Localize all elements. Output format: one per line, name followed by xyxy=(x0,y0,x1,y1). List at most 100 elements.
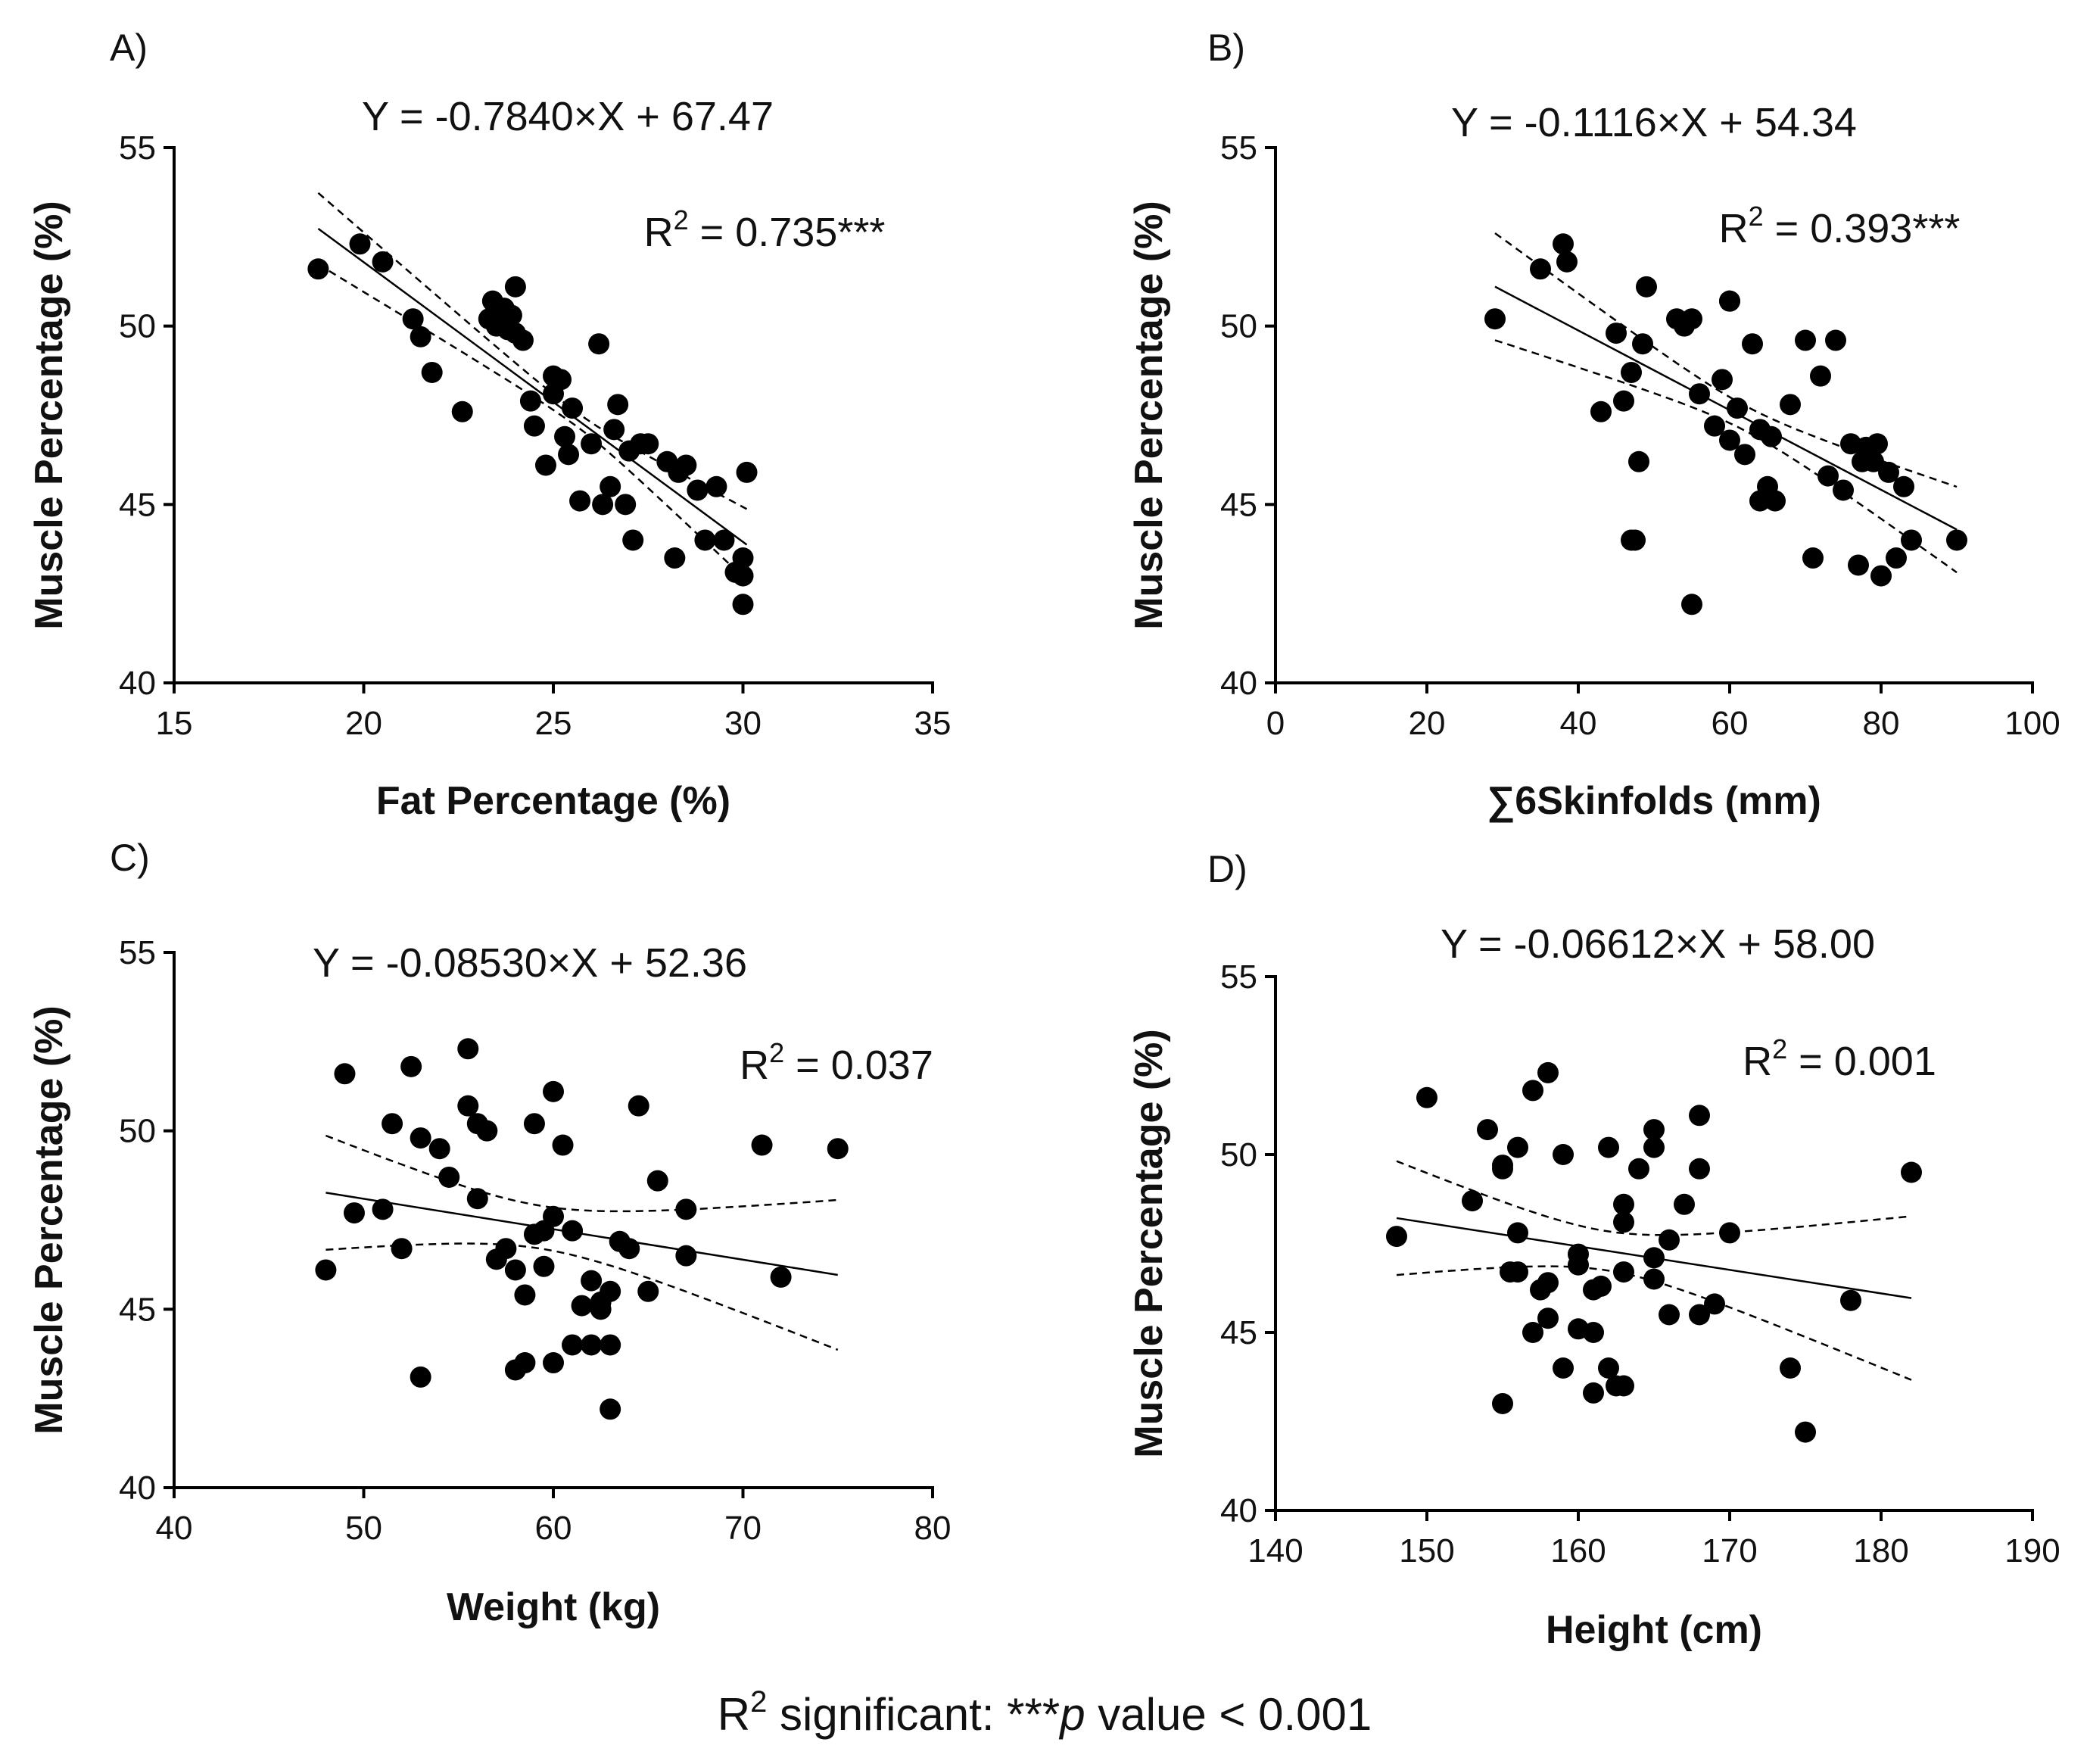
data-point xyxy=(1530,258,1551,280)
data-point xyxy=(732,547,754,569)
regression-equation: Y = -0.08530×X + 52.36 xyxy=(313,940,747,986)
data-point xyxy=(1893,475,1914,497)
confidence-band-lower xyxy=(325,1242,839,1351)
data-point xyxy=(457,1095,479,1117)
data-point xyxy=(637,433,659,455)
data-point xyxy=(402,308,424,330)
data-point xyxy=(1761,425,1782,447)
data-point xyxy=(1901,1161,1922,1183)
data-point xyxy=(1613,1211,1634,1233)
data-point xyxy=(1590,400,1612,422)
x-tick-label: 30 xyxy=(724,705,762,742)
y-tick-label: 50 xyxy=(119,1113,156,1150)
y-tick-label: 40 xyxy=(119,1469,156,1507)
data-point xyxy=(664,547,686,569)
data-point xyxy=(1704,1293,1725,1315)
y-tick-label: 40 xyxy=(1220,665,1257,702)
x-tick-label: 35 xyxy=(914,705,952,742)
data-point xyxy=(1500,1261,1521,1283)
y-tick-label: 40 xyxy=(119,665,156,702)
data-point xyxy=(372,251,394,273)
data-point xyxy=(1507,1222,1528,1244)
data-point xyxy=(1553,233,1574,255)
data-point xyxy=(478,308,500,330)
x-axis-label: Height (cm) xyxy=(1546,1608,1762,1652)
data-point xyxy=(1537,1061,1559,1083)
data-point xyxy=(315,1259,337,1281)
data-point xyxy=(1802,547,1824,569)
x-axis-label: Weight (kg) xyxy=(447,1585,660,1629)
y-tick-label: 40 xyxy=(1220,1492,1257,1529)
data-point xyxy=(607,394,629,416)
x-tick-label: 60 xyxy=(535,1510,572,1547)
data-point xyxy=(1833,479,1854,501)
y-tick-label: 45 xyxy=(1220,486,1257,523)
data-point xyxy=(1606,323,1627,344)
data-point xyxy=(1522,1080,1543,1102)
data-point xyxy=(428,1138,450,1160)
data-point xyxy=(751,1134,773,1156)
panel-label: C) xyxy=(110,837,150,879)
data-point xyxy=(1386,1226,1407,1248)
data-point xyxy=(1719,290,1740,312)
x-tick-label: 0 xyxy=(1266,705,1285,742)
data-point xyxy=(687,479,709,501)
data-point xyxy=(1689,1158,1710,1180)
regression-equation: Y = -0.1116×X + 54.34 xyxy=(1451,100,1857,145)
data-point xyxy=(1681,594,1702,616)
x-tick-label: 40 xyxy=(156,1510,193,1547)
data-point xyxy=(1659,1229,1680,1251)
r-squared-label: R2 = 0.037 xyxy=(740,1037,933,1088)
scatter-panel-2: B) Y = -0.1116×X + 54.34 R2 = 0.393*** 0 20 4… xyxy=(1127,26,2060,823)
data-point xyxy=(438,1166,460,1188)
data-point xyxy=(1765,490,1786,512)
data-point xyxy=(1537,1307,1559,1329)
data-point xyxy=(615,494,637,516)
data-point xyxy=(410,1127,431,1149)
data-point xyxy=(1613,1375,1634,1397)
data-point xyxy=(552,1134,574,1156)
data-point xyxy=(1590,1275,1612,1297)
data-point xyxy=(533,1255,555,1277)
x-tick-label: 160 xyxy=(1550,1532,1606,1569)
data-point xyxy=(543,383,564,405)
data-point xyxy=(1568,1254,1589,1276)
x-tick-label: 20 xyxy=(1409,705,1446,742)
data-point xyxy=(1583,1382,1604,1404)
data-point xyxy=(1462,1190,1483,1212)
data-point xyxy=(1492,1393,1513,1414)
data-point xyxy=(1878,461,1899,483)
y-tick-label: 50 xyxy=(1220,1136,1257,1173)
data-point xyxy=(382,1113,403,1135)
data-point xyxy=(1946,529,1967,551)
data-point xyxy=(1628,1158,1649,1180)
data-point xyxy=(1598,1357,1619,1379)
data-point xyxy=(457,1038,479,1060)
data-point xyxy=(736,461,758,483)
data-point xyxy=(349,233,371,255)
data-point xyxy=(391,1238,413,1260)
data-point xyxy=(1689,1304,1710,1326)
y-tick-label: 45 xyxy=(1220,1314,1257,1351)
data-point xyxy=(1689,1105,1710,1127)
data-point xyxy=(410,326,431,348)
data-point xyxy=(827,1138,849,1160)
y-tick-label: 45 xyxy=(119,1291,156,1328)
data-point xyxy=(343,1202,365,1224)
x-tick-label: 170 xyxy=(1702,1532,1757,1569)
x-tick-label: 25 xyxy=(535,705,572,742)
data-point xyxy=(581,433,603,455)
regression-equation: Y = -0.7840×X + 67.47 xyxy=(362,94,774,139)
data-point xyxy=(1628,450,1649,472)
data-point xyxy=(637,1280,659,1302)
x-tick-label: 70 xyxy=(724,1510,762,1547)
data-point xyxy=(1613,1261,1634,1283)
data-point xyxy=(1817,465,1839,487)
data-point xyxy=(523,415,545,437)
data-point xyxy=(1727,397,1748,419)
data-point xyxy=(694,529,716,551)
y-tick-label: 55 xyxy=(1220,129,1257,167)
data-point xyxy=(1863,450,1884,472)
x-tick-label: 190 xyxy=(2004,1532,2060,1569)
data-point xyxy=(519,390,541,412)
